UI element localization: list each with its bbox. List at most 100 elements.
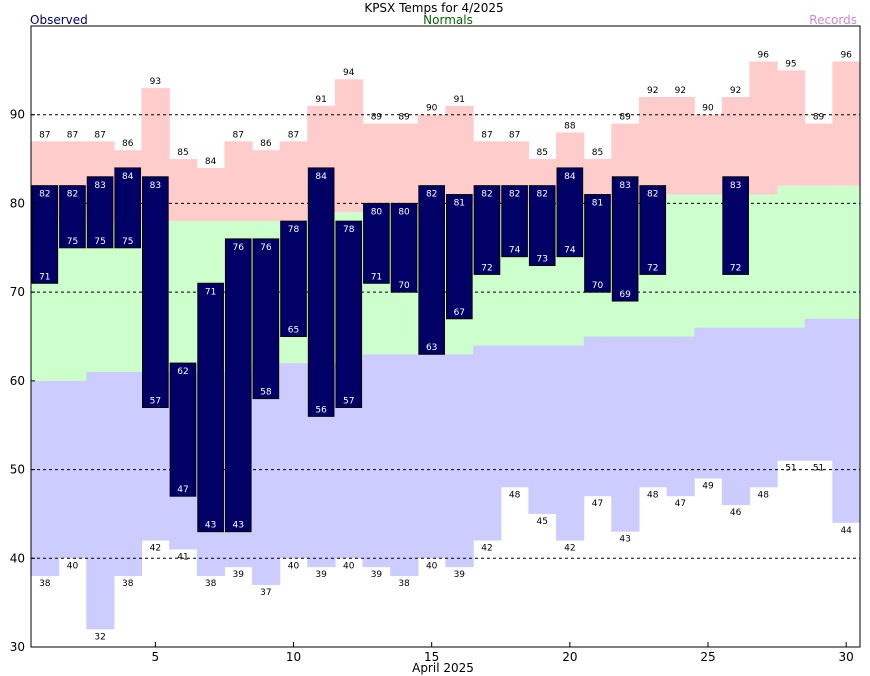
y-tick-label: 30 — [10, 640, 25, 654]
observed-high-label: 83 — [150, 181, 161, 191]
record-low-label: 37 — [260, 588, 271, 598]
observed-high-label: 78 — [288, 225, 300, 235]
record-low-label: 38 — [398, 579, 410, 589]
record-low-band — [113, 371, 143, 577]
observed-bar — [639, 185, 667, 275]
normal-band — [777, 185, 806, 328]
record-low-band — [638, 336, 668, 488]
observed-low-label: 70 — [398, 281, 410, 291]
observed-low-label: 75 — [94, 237, 105, 247]
observed-low-label: 57 — [150, 396, 161, 406]
record-high-label: 87 — [94, 130, 105, 140]
observed-high-label: 82 — [67, 190, 78, 200]
record-low-band — [417, 354, 447, 559]
observed-high-label: 82 — [509, 190, 520, 200]
observed-bar — [86, 176, 114, 249]
record-high-band — [362, 123, 391, 213]
record-low-label: 41 — [177, 552, 188, 562]
record-low-band — [556, 345, 585, 541]
record-low-label: 40 — [343, 561, 355, 571]
y-tick-label: 90 — [10, 108, 25, 122]
observed-low-label: 74 — [564, 246, 576, 256]
record-low-label: 47 — [675, 499, 686, 509]
record-high-band — [279, 141, 308, 222]
observed-bar — [501, 185, 528, 258]
record-low-label: 39 — [371, 570, 383, 580]
observed-high-label: 80 — [398, 207, 410, 217]
record-low-band — [279, 363, 308, 559]
record-low-label: 40 — [426, 561, 438, 571]
normal-band — [804, 185, 833, 319]
observed-high-label: 62 — [177, 367, 188, 377]
observed-bar — [722, 176, 749, 275]
record-low-band — [445, 354, 474, 568]
record-low-band — [721, 327, 751, 506]
observed-bar — [142, 176, 169, 408]
observed-high-label: 71 — [205, 287, 216, 297]
record-high-label: 90 — [426, 104, 438, 114]
observed-low-label: 72 — [647, 263, 658, 273]
record-high-label: 94 — [343, 68, 355, 78]
observed-low-label: 70 — [592, 281, 604, 291]
observed-bar — [307, 167, 335, 417]
observed-low-label: 56 — [315, 405, 327, 415]
observed-high-label: 80 — [371, 207, 383, 217]
observed-bar — [224, 238, 252, 533]
record-low-band — [611, 336, 640, 532]
chart-title: KPSX Temps for 4/2025 — [364, 1, 503, 15]
record-low-band — [666, 336, 695, 497]
plot-frame — [30, 25, 861, 648]
observed-bar — [446, 194, 473, 320]
observed-bar — [31, 185, 59, 284]
record-low-label: 45 — [536, 517, 547, 527]
record-high-label: 85 — [592, 148, 603, 158]
observed-high-label: 82 — [481, 190, 492, 200]
record-low-band — [362, 354, 391, 568]
observed-low-label: 43 — [205, 521, 216, 531]
record-low-band — [252, 363, 281, 585]
record-high-label: 89 — [371, 113, 383, 123]
record-high-label: 88 — [564, 121, 576, 131]
record-low-band — [86, 371, 115, 630]
observed-high-label: 76 — [260, 243, 272, 253]
plot-area: 8271827583758475835762477143764376587865… — [10, 25, 861, 664]
record-low-label: 44 — [840, 526, 852, 536]
observed-low-label: 67 — [454, 308, 465, 318]
record-high-label: 85 — [177, 148, 188, 158]
observed-low-label: 63 — [426, 343, 437, 353]
record-high-label: 86 — [122, 139, 134, 149]
record-low-label: 43 — [619, 535, 630, 545]
observed-low-label: 65 — [288, 326, 299, 336]
record-high-label: 87 — [288, 130, 299, 140]
record-low-band — [749, 327, 778, 488]
x-tick-label: 25 — [700, 650, 715, 664]
legend-normals: Normals — [423, 13, 473, 27]
record-high-band — [777, 70, 806, 186]
record-low-label: 39 — [315, 570, 327, 580]
record-high-band — [749, 61, 778, 195]
observed-bar — [528, 185, 556, 267]
observed-low-label: 74 — [509, 246, 521, 256]
normal-band — [749, 194, 778, 328]
y-tick-label: 70 — [10, 285, 25, 299]
observed-bar — [114, 167, 142, 249]
observed-low-label: 43 — [233, 521, 244, 531]
x-axis-label: April 2025 — [412, 661, 474, 675]
observed-low-label: 58 — [260, 388, 272, 398]
legend-records: Records — [809, 13, 857, 27]
record-high-band — [666, 96, 695, 195]
record-low-label: 48 — [509, 490, 521, 500]
normal-band — [169, 221, 198, 372]
record-low-label: 39 — [454, 570, 466, 580]
record-high-label: 95 — [785, 59, 796, 69]
observed-bar — [418, 185, 446, 355]
y-tick-label: 40 — [10, 551, 25, 565]
observed-bar — [363, 202, 390, 284]
record-high-label: 93 — [150, 77, 161, 87]
x-tick-label: 15 — [424, 650, 439, 664]
x-tick-label: 30 — [839, 650, 854, 664]
record-low-band — [832, 318, 861, 523]
record-high-label: 85 — [536, 148, 547, 158]
record-low-label: 40 — [67, 561, 79, 571]
record-high-band — [334, 79, 364, 213]
